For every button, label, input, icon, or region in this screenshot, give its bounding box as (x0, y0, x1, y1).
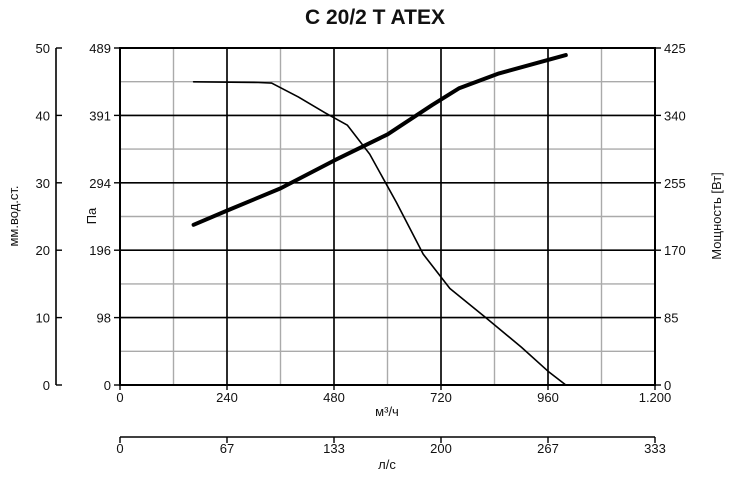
plot-frame (119, 47, 656, 386)
y-outer-tick-label: 10 (36, 311, 50, 326)
major-grid (120, 48, 655, 385)
y-right-tick-label: 85 (664, 311, 678, 326)
x-tick-label: 0 (116, 390, 123, 405)
y-right-tick-label: 340 (664, 108, 686, 123)
y-right-tick-label: 255 (664, 176, 686, 191)
x-secondary-tick-label: 333 (644, 441, 666, 456)
y-inner-tick-label: 0 (104, 378, 111, 393)
pressure-curve (192, 81, 567, 386)
y-right-tick-label: 170 (664, 243, 686, 258)
x-tick-label: 480 (323, 390, 345, 405)
y-right-tick-label: 425 (664, 41, 686, 56)
y-outer-axis-label: мм.вод.ст. (6, 185, 21, 246)
y-inner-tick-label: 294 (89, 176, 111, 191)
y-inner-ticks: 0 98 196 294 391 489 (89, 41, 120, 393)
x-secondary-tick-label: 267 (537, 441, 559, 456)
x-secondary-tick-label: 133 (323, 441, 345, 456)
x-ticks: 0 240 480 720 960 1.200 (116, 385, 671, 405)
chart-title: C 20/2 T ATEX (305, 6, 445, 29)
x-secondary-tick-label: 67 (220, 441, 234, 456)
y-inner-tick-label: 391 (89, 108, 111, 123)
minor-grid (120, 48, 655, 385)
x-secondary-tick-label: 0 (116, 441, 123, 456)
x-tick-label: 240 (216, 390, 238, 405)
y-inner-tick-label: 489 (89, 41, 111, 56)
power-curve (191, 53, 568, 227)
x-secondary-axis-label: л/с (378, 457, 396, 472)
x-tick-label: 1.200 (639, 390, 672, 405)
y-inner-tick-label: 98 (97, 311, 111, 326)
y-inner-tick-label: 196 (89, 243, 111, 258)
x-secondary-ticks: 0 67 133 200 267 333 (116, 437, 666, 456)
y-outer-tick-label: 50 (36, 41, 50, 56)
y-outer-tick-label: 20 (36, 243, 50, 258)
x-tick-label: 720 (430, 390, 452, 405)
x-tick-label: 960 (537, 390, 559, 405)
y-outer-tick-label: 0 (43, 378, 50, 393)
y-right-tick-label: 0 (664, 378, 671, 393)
y-inner-axis-label: Па (84, 207, 99, 224)
x-secondary-tick-label: 200 (430, 441, 452, 456)
series-layer (191, 53, 568, 386)
x-axis-label: м³/ч (375, 404, 399, 419)
y-outer-ticks: 0 10 20 30 40 50 (36, 41, 62, 393)
y-outer-tick-label: 30 (36, 176, 50, 191)
y-right-ticks: 0 85 170 255 340 425 (655, 41, 686, 393)
y-outer-tick-label: 40 (36, 108, 50, 123)
y-right-axis-label: Мощность [Вт] (709, 172, 724, 260)
